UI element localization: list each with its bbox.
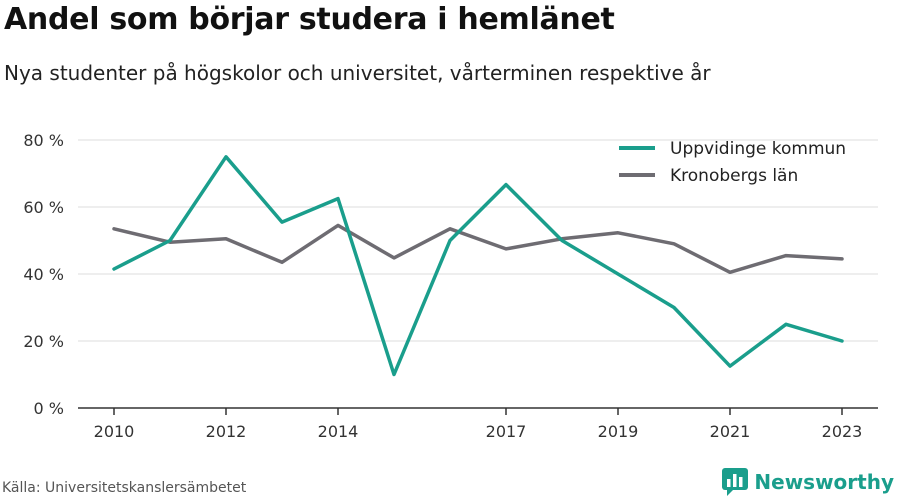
- x-tick-label: 2010: [94, 422, 135, 441]
- x-axis: [78, 407, 878, 415]
- y-tick-label: 80 %: [23, 131, 64, 150]
- x-tick-label: 2019: [598, 422, 639, 441]
- grid-lines: [78, 139, 878, 342]
- y-tick-label: 0 %: [34, 399, 64, 418]
- y-axis-tick-labels: 0 % 20 % 40 % 60 % 80 %: [23, 131, 64, 418]
- chart-subtitle: Nya studenter på högskolor och universit…: [4, 61, 711, 85]
- y-tick-label: 60 %: [23, 198, 64, 217]
- y-tick-label: 40 %: [23, 265, 64, 284]
- legend-label-0: Uppvidinge kommun: [670, 139, 846, 159]
- line-chart: 0 % 20 % 40 % 60 % 80 % 2010 2012 2014 2017 2019…: [23, 131, 878, 441]
- bar-chart-logo-icon: [722, 468, 749, 496]
- series-lines: [112, 155, 844, 377]
- x-tick-label: 2017: [486, 422, 527, 441]
- newsworthy-logo: Newsworthy: [722, 468, 894, 496]
- series-line-0: [112, 155, 844, 377]
- x-tick-label: 2023: [822, 422, 863, 441]
- x-tick-label: 2012: [206, 422, 247, 441]
- x-axis-tick-labels: 2010 2012 2014 2017 2019 2021 2023: [94, 422, 863, 441]
- chart-title: Andel som börjar studera i hemlänet: [4, 2, 615, 37]
- legend: Uppvidinge kommun Kronobergs län: [619, 139, 846, 186]
- x-tick-label: 2021: [710, 422, 751, 441]
- legend-label-1: Kronobergs län: [670, 166, 798, 186]
- x-tick-label: 2014: [318, 422, 359, 441]
- brand-name: Newsworthy: [754, 470, 894, 494]
- series-line-1: [112, 223, 844, 275]
- y-tick-label: 20 %: [23, 332, 64, 351]
- source-note: Källa: Universitetskanslersämbetet: [2, 480, 247, 496]
